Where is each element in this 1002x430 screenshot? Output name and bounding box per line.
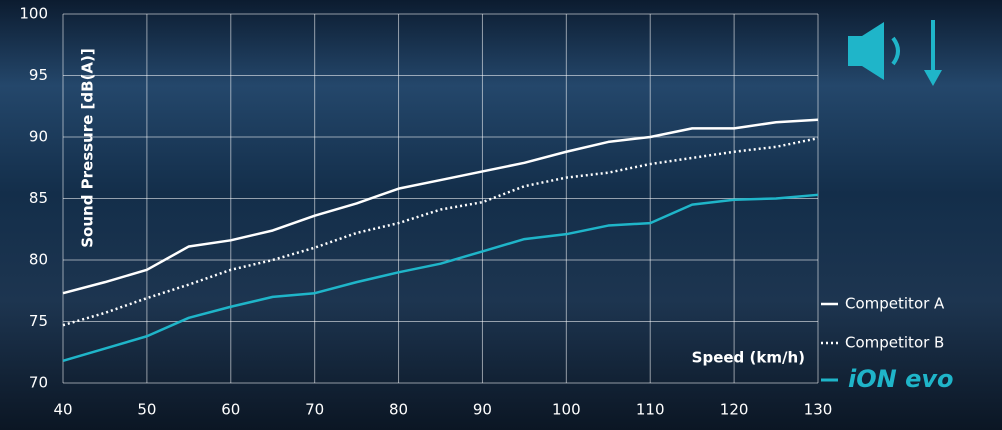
x-tick-label: 50 — [137, 401, 156, 419]
legend-label: Competitor A — [845, 295, 945, 313]
legend-label: iON evo — [848, 365, 953, 393]
y-tick-label: 95 — [29, 66, 48, 84]
x-tick-label: 70 — [305, 401, 324, 419]
series-line — [62, 137, 819, 327]
series-line — [62, 193, 819, 363]
y-tick-label: 70 — [29, 374, 48, 392]
x-tick-label: 40 — [53, 401, 72, 419]
x-tick-label: 100 — [552, 401, 581, 419]
series-line — [62, 118, 819, 295]
x-tick-label: 120 — [720, 401, 749, 419]
y-tick-label: 75 — [29, 312, 48, 330]
y-tick-label: 80 — [29, 251, 48, 269]
speaker-icon — [848, 20, 942, 86]
y-tick-label: 85 — [29, 189, 48, 207]
y-tick-label: 100 — [19, 5, 48, 23]
x-tick-label: 90 — [473, 401, 492, 419]
x-axis-title: Speed (km/h) — [692, 349, 805, 367]
x-tick-label: 110 — [636, 401, 665, 419]
x-tick-label: 130 — [804, 401, 833, 419]
x-tick-label: 60 — [221, 401, 240, 419]
y-tick-label: 90 — [29, 128, 48, 146]
x-tick-label: 80 — [389, 401, 408, 419]
y-axis-title: Sound Pressure [dB(A)] — [79, 48, 97, 248]
legend-label: Competitor B — [845, 334, 944, 352]
